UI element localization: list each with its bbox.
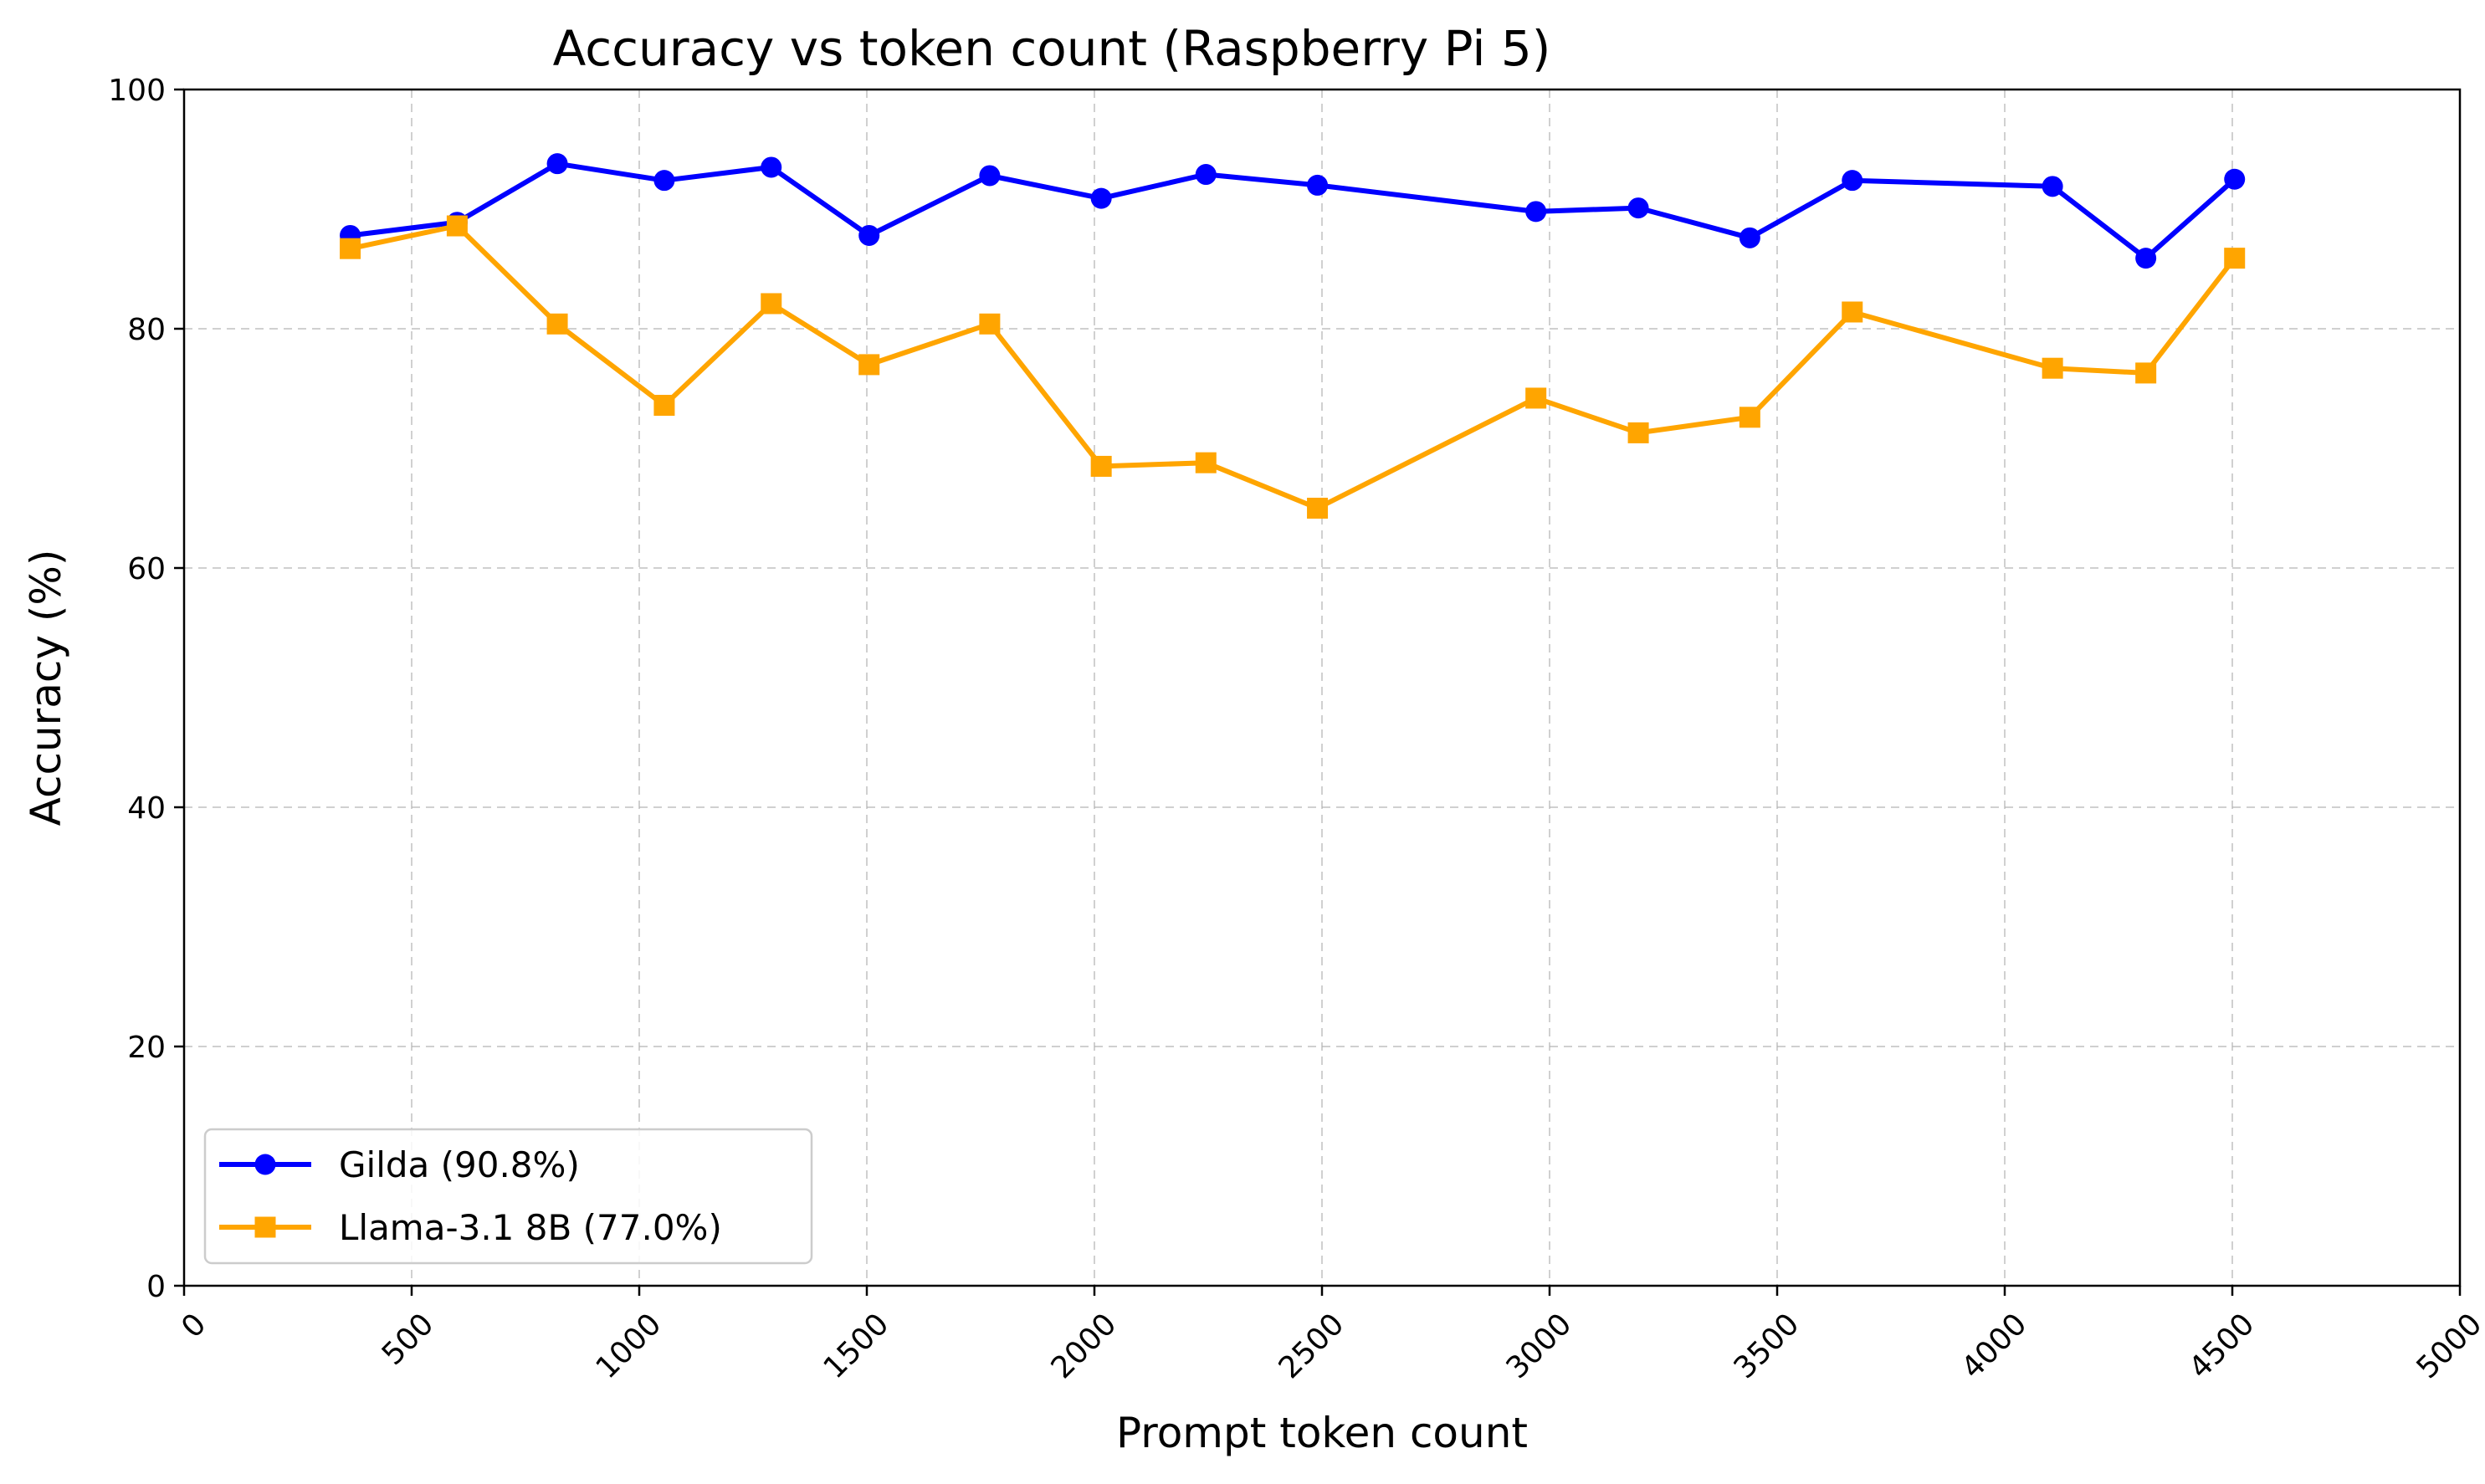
y-tick-label: 100 (108, 74, 166, 108)
data-point (1090, 187, 1112, 209)
data-point (653, 395, 675, 417)
data-point (1525, 387, 1547, 409)
data-point (761, 293, 782, 315)
data-point (2042, 357, 2063, 379)
data-point (979, 313, 1001, 335)
y-tick-label: 20 (127, 1031, 166, 1065)
data-series (340, 153, 2246, 519)
data-point (1842, 301, 1863, 323)
data-point (858, 354, 880, 376)
data-point (2042, 176, 2063, 197)
y-tick-label: 0 (146, 1270, 166, 1304)
data-point (1307, 498, 1329, 519)
data-point (1739, 227, 1760, 248)
data-point (546, 313, 568, 335)
legend-label: Gilda (90.8%) (339, 1144, 580, 1185)
data-point (1090, 455, 1112, 477)
series-llama (340, 215, 2246, 519)
data-point (1739, 407, 1760, 428)
y-tick-label: 40 (127, 791, 166, 826)
legend: Gilda (90.8%) Llama-3.1 8B (77.0%) (203, 1128, 813, 1265)
data-point (1525, 201, 1547, 223)
data-point (979, 165, 1001, 187)
x-axis-label: Prompt token count (1116, 1409, 1528, 1457)
data-point (1627, 422, 1649, 443)
data-point (340, 238, 361, 259)
data-point (1627, 197, 1649, 219)
data-point (1307, 174, 1329, 196)
legend-marker (254, 1216, 276, 1238)
data-point (2135, 362, 2157, 384)
data-point (2224, 248, 2246, 269)
y-tick-label: 80 (127, 313, 166, 347)
legend-marker (254, 1154, 276, 1175)
data-point (2135, 248, 2157, 269)
series-gilda (340, 153, 2246, 269)
data-point (761, 156, 782, 178)
data-point (2224, 168, 2246, 190)
y-tick-label: 60 (127, 552, 166, 586)
chart-title: Accuracy vs token count (Raspberry Pi 5) (553, 20, 1551, 77)
data-point (1842, 170, 1863, 192)
data-point (653, 170, 675, 192)
y-axis-label: Accuracy (%) (22, 550, 70, 826)
data-point (546, 153, 568, 175)
legend-label: Llama-3.1 8B (77.0%) (339, 1207, 722, 1248)
data-point (446, 215, 468, 237)
grid-lines (184, 90, 2460, 1286)
data-point (1195, 164, 1217, 186)
legend-box (203, 1128, 813, 1265)
data-point (1195, 452, 1217, 473)
data-point (858, 224, 880, 246)
